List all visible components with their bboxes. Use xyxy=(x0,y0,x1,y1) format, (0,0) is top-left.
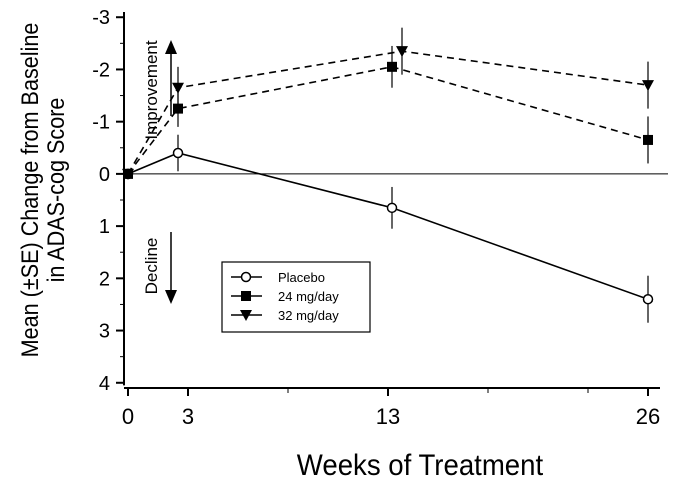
legend-label: 32 mg/day xyxy=(278,308,339,323)
x-tick-label: 26 xyxy=(636,404,660,429)
data-point xyxy=(387,61,397,72)
legend-marker xyxy=(240,271,252,283)
series-line xyxy=(127,152,649,300)
legend-label: Placebo xyxy=(278,270,325,285)
y-tick-label: 2 xyxy=(99,268,110,290)
series-layer xyxy=(122,27,654,323)
legend: Placebo 24 mg/day 32 mg/day xyxy=(221,261,371,333)
data-point xyxy=(386,202,398,214)
data-point xyxy=(122,168,134,180)
x-tick-label: 13 xyxy=(376,404,400,429)
series-line xyxy=(127,65,649,175)
x-axis-title: Weeks of Treatment xyxy=(297,449,543,481)
y-tick-label: -1 xyxy=(92,112,110,134)
data-point xyxy=(172,147,184,159)
x-tick-label: 3 xyxy=(182,404,194,429)
y-axis-title-line2: in ADAS-cog Score xyxy=(42,98,69,283)
data-point xyxy=(642,293,654,305)
improvement-label: Improvement xyxy=(142,40,161,139)
data-point xyxy=(172,82,184,94)
decline-arrowhead xyxy=(165,290,177,304)
data-point xyxy=(643,134,653,145)
legend-marker xyxy=(240,310,252,321)
y-tick-label: 1 xyxy=(99,216,110,238)
y-tick-label: -3 xyxy=(92,7,110,29)
x-tick-label: 0 xyxy=(122,404,134,429)
data-point xyxy=(642,80,654,92)
series-0 xyxy=(122,134,654,323)
legend-marker xyxy=(241,291,251,301)
data-point xyxy=(396,46,408,58)
improvement-arrowhead xyxy=(165,40,177,54)
y-tick-label: -2 xyxy=(92,59,110,81)
decline-label: Decline xyxy=(142,238,161,295)
y-tick-label: 3 xyxy=(99,321,110,343)
series-line xyxy=(127,50,649,175)
y-axis-title-line1: Mean (±SE) Change from Baseline xyxy=(16,23,43,358)
y-tick-label: 0 xyxy=(99,164,110,186)
series-2 xyxy=(122,27,654,180)
legend-label: 24 mg/day xyxy=(278,289,339,304)
y-tick-label: 4 xyxy=(99,373,110,395)
